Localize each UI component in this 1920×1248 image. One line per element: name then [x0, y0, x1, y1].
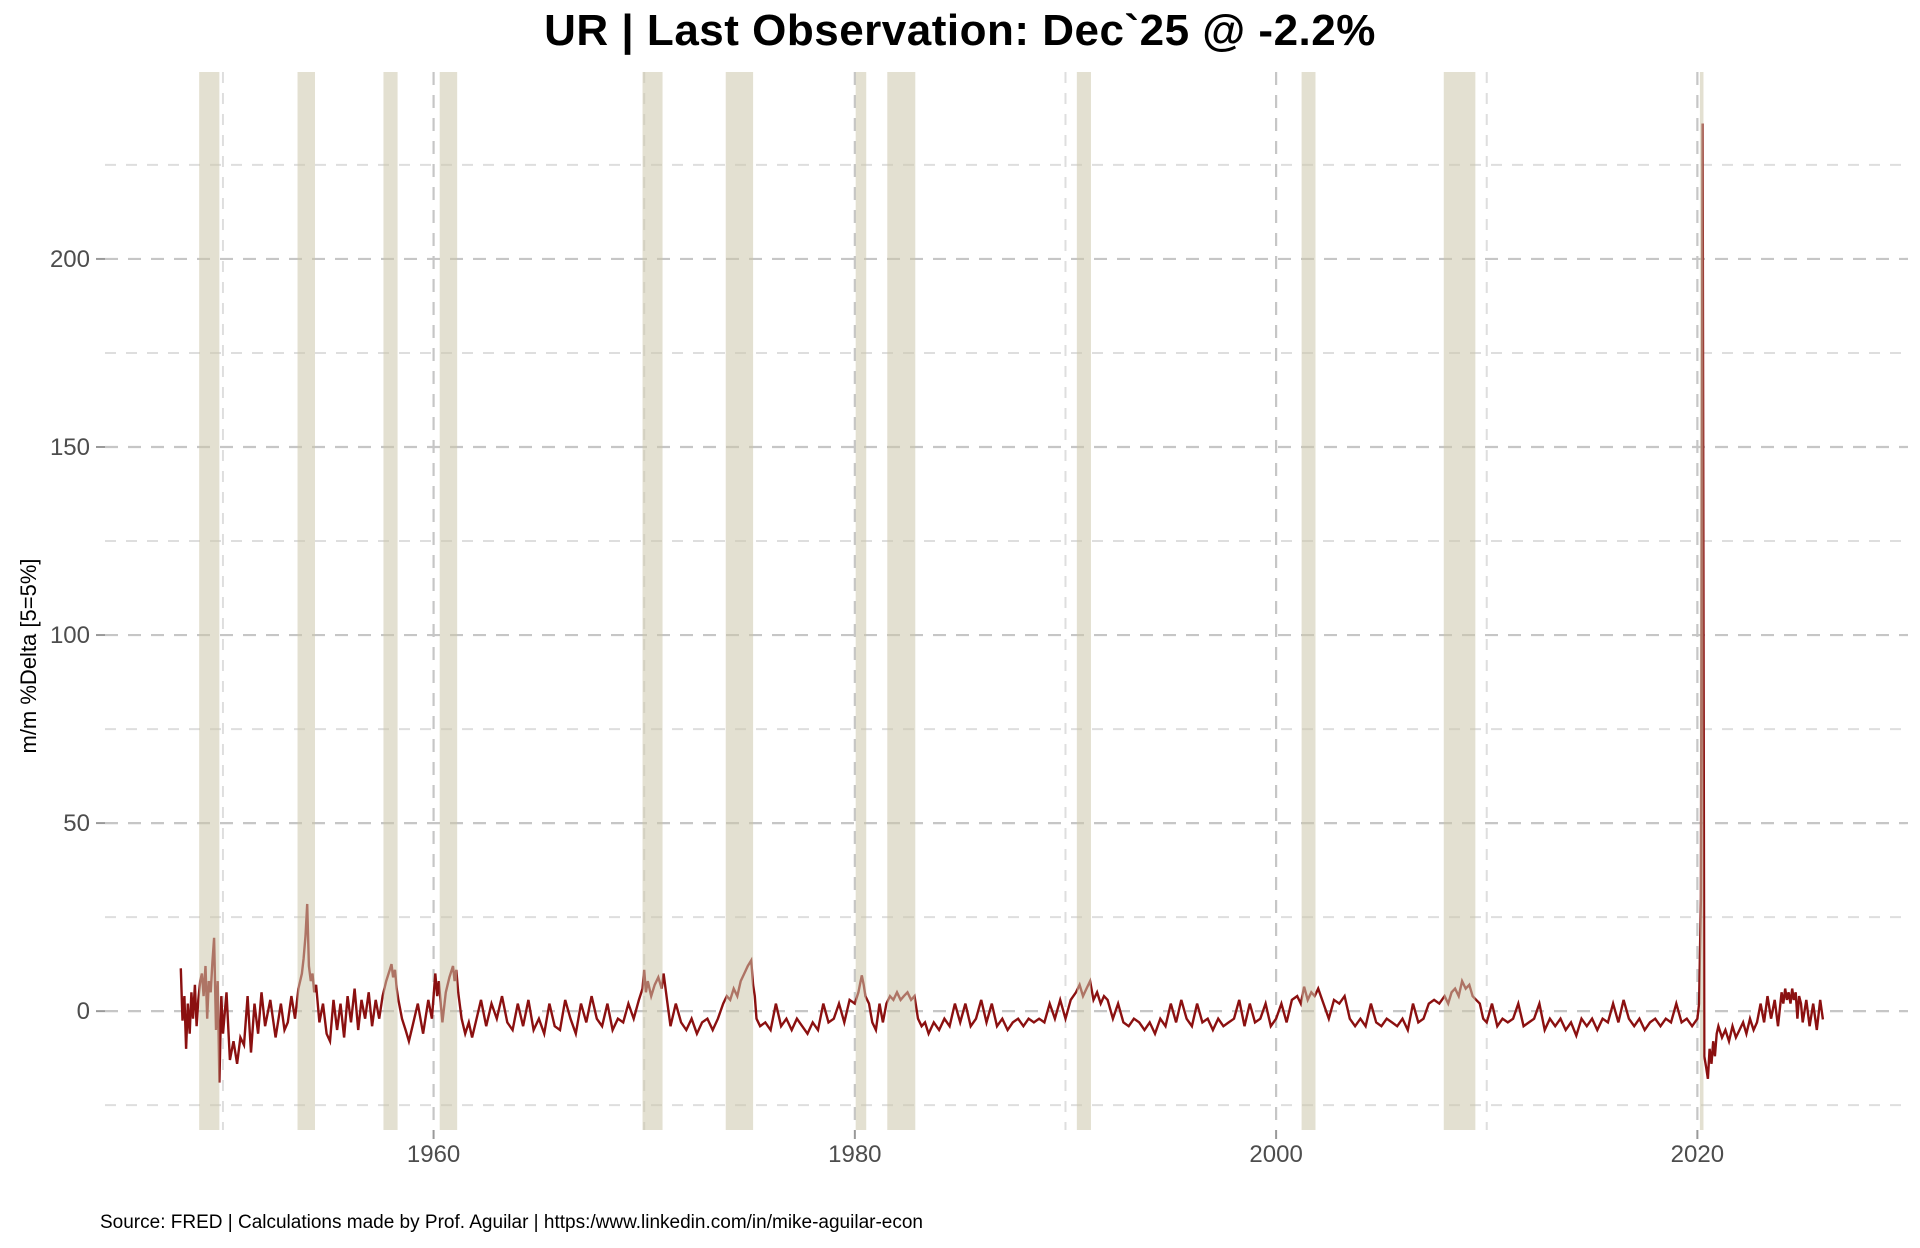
recession-band [887, 72, 916, 1130]
recession-band [439, 72, 458, 1130]
recession-band [1301, 72, 1316, 1130]
recession-band [642, 72, 663, 1130]
x-tick-label: 2020 [1671, 1141, 1724, 1168]
recession-band [855, 72, 867, 1130]
recession-band [1076, 72, 1091, 1130]
x-tick-label: 1980 [828, 1141, 881, 1168]
recession-band [1443, 72, 1476, 1130]
y-tick-label: 150 [50, 434, 90, 461]
recession-band [1699, 72, 1704, 1130]
chart-title: UR | Last Observation: Dec`25 @ -2.2% [544, 6, 1376, 55]
recession-band [297, 72, 315, 1130]
recession-band [383, 72, 398, 1130]
y-tick-label: 200 [50, 246, 90, 273]
y-tick-label: 100 [50, 622, 90, 649]
y-tick-label: 50 [63, 810, 90, 837]
source-caption: Source: FRED | Calculations made by Prof… [100, 1212, 923, 1233]
recession-band [199, 72, 220, 1130]
x-tick-label: 2000 [1249, 1141, 1302, 1168]
y-tick-label: 0 [77, 998, 90, 1025]
recession-band [725, 72, 754, 1130]
x-tick-label: 1960 [407, 1141, 460, 1168]
data-line [179, 123, 1825, 1083]
